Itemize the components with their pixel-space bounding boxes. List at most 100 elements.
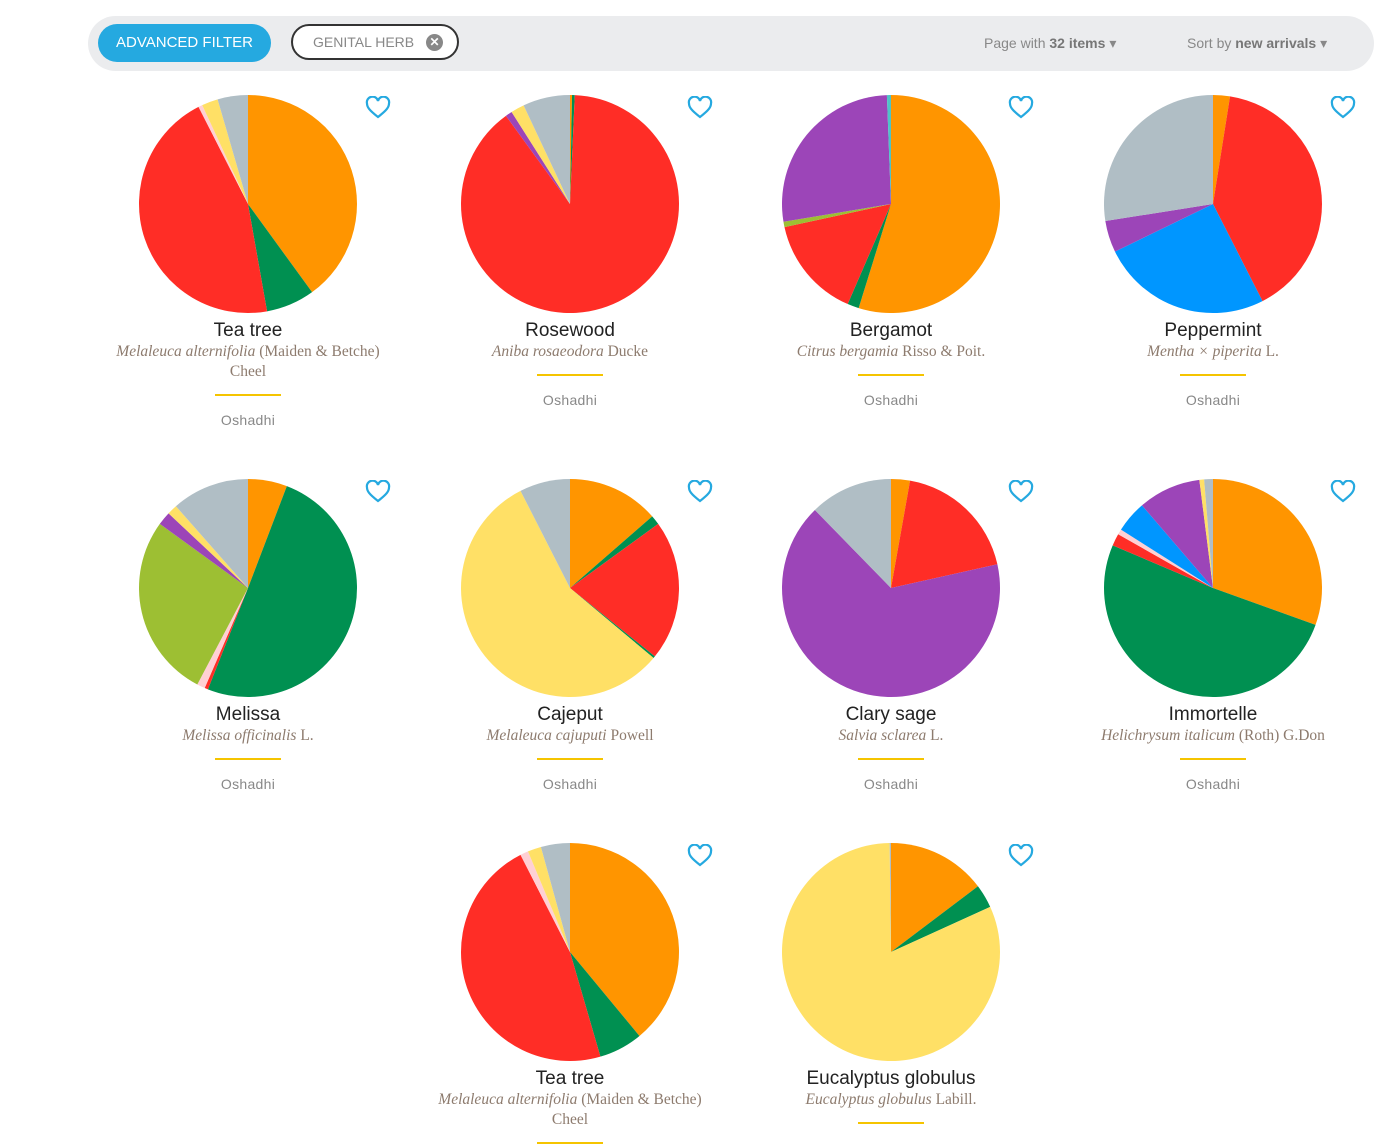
pie-slice-red	[1213, 96, 1322, 302]
sort-select[interactable]: Sort by new arrivals ▾	[1187, 35, 1328, 51]
favorite-heart-icon[interactable]	[1330, 96, 1356, 120]
pie-slice-orange	[570, 479, 653, 588]
divider	[537, 758, 603, 760]
pie-slice-orange	[248, 95, 357, 293]
brand-name: Oshadhi	[542, 776, 598, 792]
pie-slice-orange	[858, 95, 1000, 313]
composition-pie-chart	[1104, 95, 1322, 313]
pie-slice-blue	[1114, 204, 1263, 313]
product-card[interactable]: Tea tree Melaleuca alternifolia (Maiden …	[87, 94, 409, 428]
favorite-heart-icon[interactable]	[1008, 844, 1034, 868]
pie-slice-red	[784, 204, 891, 305]
favorite-heart-icon[interactable]	[687, 480, 713, 504]
pie-slice-green	[207, 486, 357, 697]
favorite-heart-icon[interactable]	[365, 96, 391, 120]
product-card[interactable]: Melissa Melissa officinalis L. Oshadhi	[87, 478, 409, 792]
pie-slice-blue	[1120, 505, 1213, 588]
botanical-name: Melissa officinalis L.	[182, 727, 314, 744]
pie-slice-green	[1104, 545, 1316, 698]
favorite-heart-icon[interactable]	[687, 96, 713, 120]
product-card[interactable]: Cajeput Melaleuca cajuputi Powell Oshadh…	[409, 478, 731, 792]
pie-slice-pink	[198, 105, 248, 204]
product-card[interactable]: Immortelle Helichrysum italicum (Roth) G…	[1052, 478, 1374, 792]
pie-slice-yellow	[461, 490, 654, 697]
pie-slice-orange	[570, 843, 679, 1036]
favorite-heart-icon[interactable]	[365, 480, 391, 504]
pie-slice-green	[847, 204, 891, 309]
brand-name: Oshadhi	[863, 776, 919, 792]
pie-slice-green	[570, 95, 575, 204]
pie-slice-red	[570, 523, 679, 657]
product-name[interactable]: Peppermint	[1164, 320, 1262, 341]
product-name[interactable]: Immortelle	[1168, 704, 1258, 725]
product-card[interactable]: Rosewood Aniba rosaeodora Ducke Oshadhi	[409, 94, 731, 408]
pie-slice-yellow	[1199, 479, 1213, 588]
pie-slice-pink	[1118, 529, 1213, 588]
pie-slice-grey	[814, 479, 891, 588]
product-card[interactable]: Tea tree Melaleuca alternifolia (Maiden …	[409, 842, 731, 1144]
composition-pie-chart	[782, 843, 1000, 1061]
page-size-select[interactable]: Page with 32 items ▾	[984, 35, 1117, 51]
pie-slice-pink	[197, 588, 248, 689]
favorite-heart-icon[interactable]	[1330, 480, 1356, 504]
product-name[interactable]: Eucalyptus globulus	[806, 1068, 976, 1089]
pie-slice-orange	[891, 843, 978, 952]
pie-slice-yellow	[202, 99, 248, 204]
pie-slice-purple	[782, 509, 1000, 697]
brand-name: Oshadhi	[542, 392, 598, 408]
favorite-heart-icon[interactable]	[687, 844, 713, 868]
product-card[interactable]: Bergamot Citrus bergamia Risso & Poit. O…	[730, 94, 1052, 408]
divider	[215, 394, 281, 396]
divider	[1180, 374, 1246, 376]
divider	[858, 374, 924, 376]
composition-pie-chart	[461, 479, 679, 697]
page-size-value: 32 items	[1049, 35, 1106, 51]
filter-chip-label: GENITAL HERB	[313, 34, 415, 50]
botanical-name: Melaleuca alternifolia (Maiden & Betche)…	[116, 343, 380, 380]
pie-slice-green	[570, 516, 659, 588]
active-filter-chip[interactable]: GENITAL HERB ✕	[291, 24, 459, 60]
pie-slice-pink	[520, 851, 570, 952]
pie-slice-teal	[886, 95, 891, 204]
composition-pie-chart	[139, 95, 357, 313]
pie-slice-yellow	[527, 846, 570, 952]
pie-slice-purple	[505, 111, 570, 204]
pie-slice-grey	[175, 479, 248, 588]
product-card[interactable]: Peppermint Mentha × piperita L. Oshadhi	[1052, 94, 1374, 408]
botanical-name: Eucalyptus globulus Labill.	[805, 1091, 977, 1108]
pie-slice-yellow	[782, 843, 1000, 1061]
botanical-name: Melaleuca cajuputi Powell	[486, 727, 654, 744]
product-name[interactable]: Clary sage	[845, 704, 937, 725]
product-name[interactable]: Rosewood	[525, 320, 615, 341]
advanced-filter-button[interactable]: ADVANCED FILTER	[98, 24, 271, 62]
divider	[215, 758, 281, 760]
product-name[interactable]: Bergamot	[849, 320, 933, 341]
favorite-heart-icon[interactable]	[1008, 480, 1034, 504]
pie-slice-green	[248, 204, 313, 312]
pie-slice-red	[461, 854, 601, 1061]
botanical-name: Helichrysum italicum (Roth) G.Don	[1101, 727, 1325, 744]
pie-slice-orange	[570, 95, 573, 204]
product-card[interactable]: Eucalyptus globulus Eucalyptus globulus …	[730, 842, 1052, 1124]
pie-slice-red	[204, 588, 248, 690]
favorite-heart-icon[interactable]	[1008, 96, 1034, 120]
sort-value: new arrivals	[1235, 35, 1317, 51]
botanical-name: Melaleuca alternifolia (Maiden & Betche)…	[438, 1091, 702, 1128]
product-name[interactable]: Tea tree	[535, 1068, 605, 1089]
pie-slice-grey	[540, 843, 570, 952]
remove-filter-icon[interactable]: ✕	[426, 34, 443, 51]
pie-slice-grey	[520, 479, 570, 588]
product-card[interactable]: Clary sage Salvia sclarea L. Oshadhi	[730, 478, 1052, 792]
composition-pie-chart	[139, 479, 357, 697]
product-name[interactable]: Melissa	[215, 704, 281, 725]
composition-pie-chart	[461, 843, 679, 1061]
pie-slice-grey	[1204, 479, 1213, 588]
product-name[interactable]: Cajeput	[537, 704, 603, 725]
product-name[interactable]: Tea tree	[213, 320, 283, 341]
composition-pie-chart	[782, 479, 1000, 697]
pie-slice-yellow	[511, 105, 570, 204]
pie-slice-green	[570, 588, 655, 659]
pie-slice-orange	[1213, 479, 1322, 625]
pie-slice-grey	[889, 843, 891, 952]
botanical-name: Salvia sclarea L.	[838, 727, 944, 744]
